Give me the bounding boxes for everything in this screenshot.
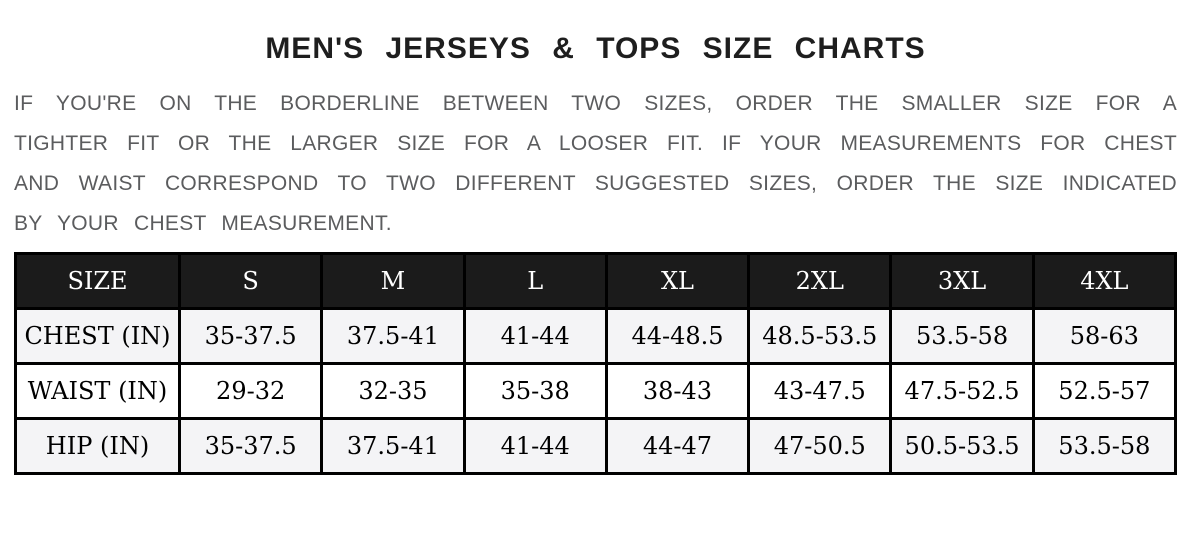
table-row-chest: CHEST (IN) 35-37.5 37.5-41 41-44 44-48.5…	[14, 307, 1178, 365]
measurement-cell: 52.5-57	[1031, 362, 1178, 420]
size-chart-page: MEN'S JERSEYS & TOPS SIZE CHARTS IF YOU'…	[0, 30, 1191, 475]
table-row-waist: WAIST (IN) 29-32 32-35 35-38 38-43 43-47…	[14, 362, 1178, 420]
column-header-2xl: 2XL	[747, 252, 893, 310]
intro-paragraph: IF YOU'RE ON THE BORDERLINE BETWEEN TWO …	[14, 84, 1177, 244]
column-header-m: M	[320, 252, 466, 310]
measurement-cell: 29-32	[177, 362, 324, 420]
row-label-waist: WAIST (IN)	[14, 362, 181, 420]
measurement-cell: 41-44	[462, 307, 608, 365]
page-title: MEN'S JERSEYS & TOPS SIZE CHARTS	[265, 32, 926, 65]
column-header-s: S	[177, 252, 324, 310]
column-header-4xl: 4XL	[1031, 252, 1178, 310]
measurement-cell: 47-50.5	[747, 417, 893, 475]
column-header-xl: XL	[604, 252, 751, 310]
column-header-l: L	[462, 252, 608, 310]
intro-line: BY YOUR CHEST MEASUREMENT.	[14, 212, 392, 235]
measurement-cell: 37.5-41	[320, 417, 466, 475]
column-header-3xl: 3XL	[889, 252, 1035, 310]
measurement-cell: 44-48.5	[604, 307, 751, 365]
measurement-cell: 47.5-52.5	[889, 362, 1035, 420]
row-label-chest: CHEST (IN)	[14, 307, 181, 365]
row-label-hip: HIP (IN)	[14, 417, 181, 475]
measurement-cell: 48.5-53.5	[747, 307, 893, 365]
size-chart-header-row: SIZE S M L XL 2XL 3XL 4XL	[14, 252, 1178, 310]
measurement-cell: 53.5-58	[1031, 417, 1178, 475]
size-chart-table: SIZE S M L XL 2XL 3XL 4XL CHEST (IN) 35-…	[14, 252, 1178, 475]
measurement-cell: 53.5-58	[889, 307, 1035, 365]
column-header-size: SIZE	[14, 252, 181, 310]
measurement-cell: 50.5-53.5	[889, 417, 1035, 475]
measurement-cell: 38-43	[604, 362, 751, 420]
measurement-cell: 41-44	[462, 417, 608, 475]
measurement-cell: 35-37.5	[177, 307, 324, 365]
intro-line: TIGHTER FIT OR THE LARGER SIZE FOR A LOO…	[14, 132, 1177, 155]
intro-line: IF YOU'RE ON THE BORDERLINE BETWEEN TWO …	[14, 92, 1177, 115]
measurement-cell: 43-47.5	[747, 362, 893, 420]
intro-line: AND WAIST CORRESPOND TO TWO DIFFERENT SU…	[14, 172, 1177, 195]
measurement-cell: 37.5-41	[320, 307, 466, 365]
table-row-hip: HIP (IN) 35-37.5 37.5-41 41-44 44-47 47-…	[14, 417, 1178, 475]
measurement-cell: 32-35	[320, 362, 466, 420]
measurement-cell: 58-63	[1031, 307, 1178, 365]
measurement-cell: 35-37.5	[177, 417, 324, 475]
measurement-cell: 44-47	[604, 417, 751, 475]
measurement-cell: 35-38	[462, 362, 608, 420]
